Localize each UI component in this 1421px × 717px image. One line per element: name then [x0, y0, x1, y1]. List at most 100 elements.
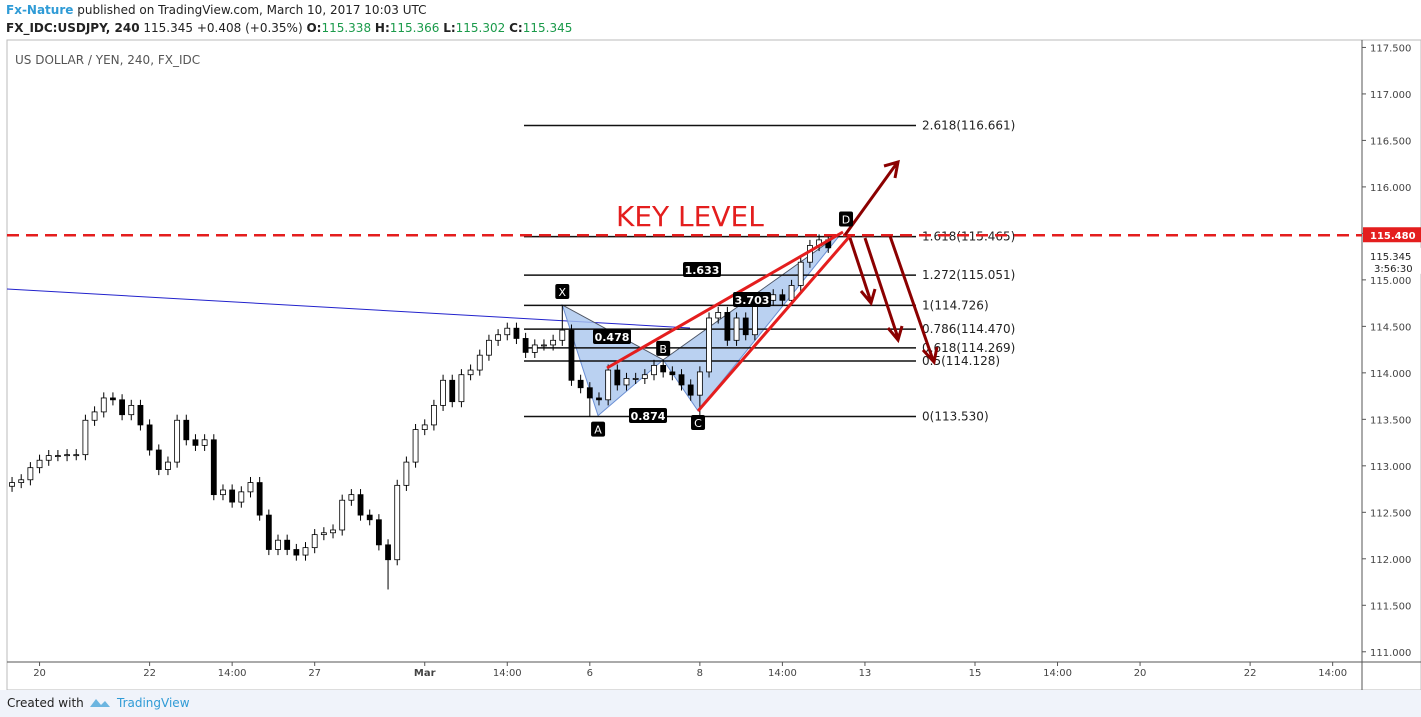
candle-body: [586, 387, 593, 399]
candle-body: [632, 378, 639, 380]
brand[interactable]: TradingView: [117, 696, 190, 710]
y-tick-label: 111.500: [1370, 601, 1411, 612]
candle-body: [531, 344, 538, 353]
y-tick-label: 114.000: [1370, 369, 1411, 380]
fib-label: 2.618(116.661): [922, 118, 1015, 132]
y-tick-label: 117.500: [1370, 43, 1411, 54]
candle-body: [165, 461, 171, 470]
ratio-label: 1.633: [685, 264, 720, 277]
candle-body: [458, 374, 465, 403]
ohlc-line: FX_IDC:USDJPY, 240 115.345 +0.408 (+0.35…: [6, 21, 572, 35]
o: 115.338: [321, 21, 372, 35]
candle-body: [449, 379, 456, 403]
candle-body: [137, 404, 144, 426]
candle-body: [9, 482, 15, 487]
y-tick-label: 114.500: [1370, 322, 1411, 333]
candle-body: [715, 312, 722, 319]
x-tick-label: 8: [697, 668, 703, 679]
candle-body: [513, 327, 520, 339]
x-tick-label: Mar: [414, 668, 436, 679]
candle-body: [64, 454, 70, 457]
ratio-box: [733, 292, 771, 307]
arrow-down-2: [863, 237, 904, 344]
ratio-label: 0.874: [631, 410, 666, 423]
candle-body: [339, 499, 346, 531]
candle-body: [110, 397, 116, 401]
y-tick-label: 111.000: [1370, 648, 1411, 659]
x-tick-label: 13: [859, 668, 872, 679]
candle-body: [807, 245, 813, 263]
candle-body: [91, 411, 98, 421]
candle-body: [302, 547, 309, 556]
h: 115.366: [389, 21, 440, 35]
candle-body: [476, 354, 483, 371]
candle-body: [183, 419, 190, 441]
fib-label: 1.272(115.051): [922, 268, 1015, 282]
candle-body: [348, 494, 355, 501]
key-level-tag: [1363, 227, 1421, 243]
o-label: O:: [306, 21, 322, 35]
candle-body: [614, 369, 621, 386]
author[interactable]: Fx-Nature: [6, 3, 74, 17]
candle-body: [733, 317, 740, 341]
pattern-point-label: X: [559, 286, 567, 299]
pattern-point-box: [691, 414, 706, 430]
fib-label: 0.5(114.128): [922, 354, 1000, 368]
candle-body: [265, 514, 272, 550]
c-label: C:: [509, 21, 523, 35]
pattern-point-box: [656, 340, 671, 356]
key-level-tag-label: 115.480: [1370, 231, 1416, 242]
chart-title: US DOLLAR / YEN, 240, FX_IDC: [15, 53, 200, 67]
candle-body: [100, 397, 107, 413]
candle-body: [36, 459, 43, 469]
candle-body: [18, 479, 25, 483]
countdown: 3:56:30: [1374, 264, 1413, 275]
y-tick-label: 112.000: [1370, 555, 1411, 566]
symbol: FX_IDC:USDJPY, 240: [6, 21, 140, 35]
candle-body: [522, 338, 529, 353]
y-tick-label: 116.000: [1370, 183, 1411, 194]
chart: US DOLLAR / YEN, 240, FX_IDC 111.000 111.…: [6, 39, 1421, 690]
x-tick-label: 22: [1244, 668, 1257, 679]
wedge-upper: [606, 230, 844, 370]
published: published on TradingView.com, March 10, …: [77, 3, 427, 17]
pattern-point-label: A: [594, 424, 602, 437]
x-tick-label: 14:00: [768, 668, 797, 679]
x-tick-label: 20: [33, 668, 46, 679]
pattern-point-label: D: [842, 213, 850, 226]
candle-body: [403, 461, 410, 486]
candle-body: [27, 467, 34, 481]
fib-label: 1(114.726): [922, 298, 989, 312]
candle-body: [467, 369, 474, 376]
wedge-lower: [696, 235, 852, 412]
candle-body: [495, 334, 502, 341]
candle-body: [669, 371, 676, 376]
fib-label: 1.618(115.465): [922, 230, 1015, 244]
candle-body: [504, 327, 511, 336]
logo: [90, 699, 110, 707]
fib-label: 0.618(114.269): [922, 341, 1015, 355]
fib-label: 0.786(114.470): [922, 322, 1015, 336]
candle-body: [687, 384, 694, 396]
candle-body: [229, 489, 236, 503]
arrow-down-1: [848, 237, 877, 307]
c: 115.345: [522, 21, 573, 35]
candle-body: [119, 399, 125, 416]
pattern-point-box: [591, 421, 606, 437]
candle-body: [568, 329, 575, 381]
candle-body: [220, 489, 226, 496]
x-tick-label: 20: [1134, 668, 1147, 679]
ratio-box: [629, 408, 667, 423]
candle-body: [724, 312, 731, 341]
candle-body: [192, 439, 199, 446]
candle-body: [174, 419, 181, 463]
ratio-label: 0.478: [595, 331, 630, 344]
candle-body: [550, 339, 557, 346]
arrows: [843, 159, 939, 366]
candle-body: [440, 379, 446, 406]
candle-body: [73, 454, 80, 457]
x-tick-label: 14:00: [218, 668, 247, 679]
candle-body: [706, 317, 712, 373]
y-tick-label: 115.000: [1370, 276, 1411, 287]
candle-body: [320, 532, 327, 536]
